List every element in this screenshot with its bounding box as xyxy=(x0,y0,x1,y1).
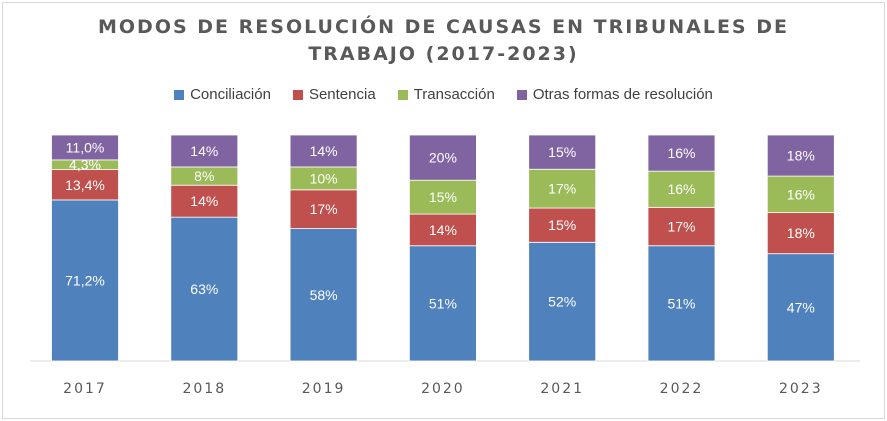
legend: Conciliación Sentencia Transacción Otras fo… xyxy=(0,86,887,103)
data-label: 20% xyxy=(429,150,457,166)
data-label: 17% xyxy=(667,219,695,235)
data-label: 11,0% xyxy=(66,139,105,155)
data-label: 13,4% xyxy=(65,177,105,193)
data-label: 14% xyxy=(190,193,218,209)
bar-segment xyxy=(289,134,358,168)
bar-segment xyxy=(766,175,835,214)
bar-segment xyxy=(408,179,477,215)
data-label: 71,2% xyxy=(65,272,105,288)
bar-segment xyxy=(647,206,716,247)
data-label: 15% xyxy=(548,217,576,233)
legend-item: Conciliación xyxy=(174,86,271,103)
bar-segment xyxy=(647,245,716,362)
legend-swatch xyxy=(292,89,303,100)
data-label: 4,3% xyxy=(69,157,101,173)
bar-segment xyxy=(528,207,597,243)
bar-segment xyxy=(51,169,119,201)
bar-segment xyxy=(51,134,119,161)
legend-label: Conciliación xyxy=(190,86,271,103)
chart-title: MODOS DE RESOLUCIÓN DE CAUSAS EN TRIBUNA… xyxy=(0,14,887,68)
bar-segment xyxy=(170,216,239,362)
data-label: 18% xyxy=(787,148,815,164)
data-label: 16% xyxy=(667,145,695,161)
legend-label: Sentencia xyxy=(308,86,376,103)
bar-segment xyxy=(647,170,716,208)
bar-segment xyxy=(170,184,239,218)
bar-segment xyxy=(766,212,835,255)
data-label: 52% xyxy=(548,294,576,310)
bar-segment xyxy=(408,134,477,181)
x-tick-label: 2020 xyxy=(421,381,465,397)
bar-segment xyxy=(766,253,835,362)
legend-swatch xyxy=(397,89,408,100)
legend-swatch xyxy=(174,89,185,100)
data-label: 17% xyxy=(310,201,338,217)
legend-swatch xyxy=(516,89,527,100)
data-label: 51% xyxy=(429,295,457,311)
data-label: 16% xyxy=(667,181,695,197)
bar-segment xyxy=(766,134,835,177)
data-label: 15% xyxy=(429,189,457,205)
bar-segment xyxy=(170,134,239,168)
data-label: 18% xyxy=(787,225,815,241)
data-label: 58% xyxy=(310,287,338,303)
x-tick-label: 2017 xyxy=(63,381,107,397)
chart-title-line-1: MODOS DE RESOLUCIÓN DE CAUSAS EN TRIBUNA… xyxy=(98,16,789,38)
x-tick-label: 2023 xyxy=(779,381,823,397)
x-tick-label: 2022 xyxy=(660,381,704,397)
data-label: 17% xyxy=(548,181,576,197)
data-label: 14% xyxy=(190,143,218,159)
legend-item: Sentencia xyxy=(292,86,376,103)
bar-segment xyxy=(51,199,119,362)
legend-label: Otras formas de resolución xyxy=(532,86,713,103)
data-label: 16% xyxy=(787,186,815,202)
data-label: 63% xyxy=(190,281,218,297)
bar-segment xyxy=(528,134,597,170)
bar-segment xyxy=(528,241,597,362)
data-label: 8% xyxy=(194,168,214,184)
bar-segment xyxy=(289,228,358,362)
bar-segment xyxy=(408,245,477,362)
data-label: 14% xyxy=(429,222,457,238)
bar-segment xyxy=(289,189,358,229)
legend-item: Transacción xyxy=(397,86,495,103)
data-label: 14% xyxy=(310,143,338,159)
bar-segment xyxy=(408,213,477,247)
data-label: 51% xyxy=(667,295,695,311)
chart-title-line-2: TRABAJO (2017-2023) xyxy=(308,43,579,65)
data-label: 10% xyxy=(310,170,338,186)
data-label: 15% xyxy=(548,144,576,160)
legend-item: Otras formas de resolución xyxy=(516,86,713,103)
x-tick-label: 2019 xyxy=(302,381,346,397)
x-tick-label: 2018 xyxy=(182,381,226,397)
bar-segment xyxy=(647,134,716,172)
data-label: 47% xyxy=(787,299,815,315)
x-tick-label: 2021 xyxy=(540,381,584,397)
legend-label: Transacción xyxy=(413,86,495,103)
